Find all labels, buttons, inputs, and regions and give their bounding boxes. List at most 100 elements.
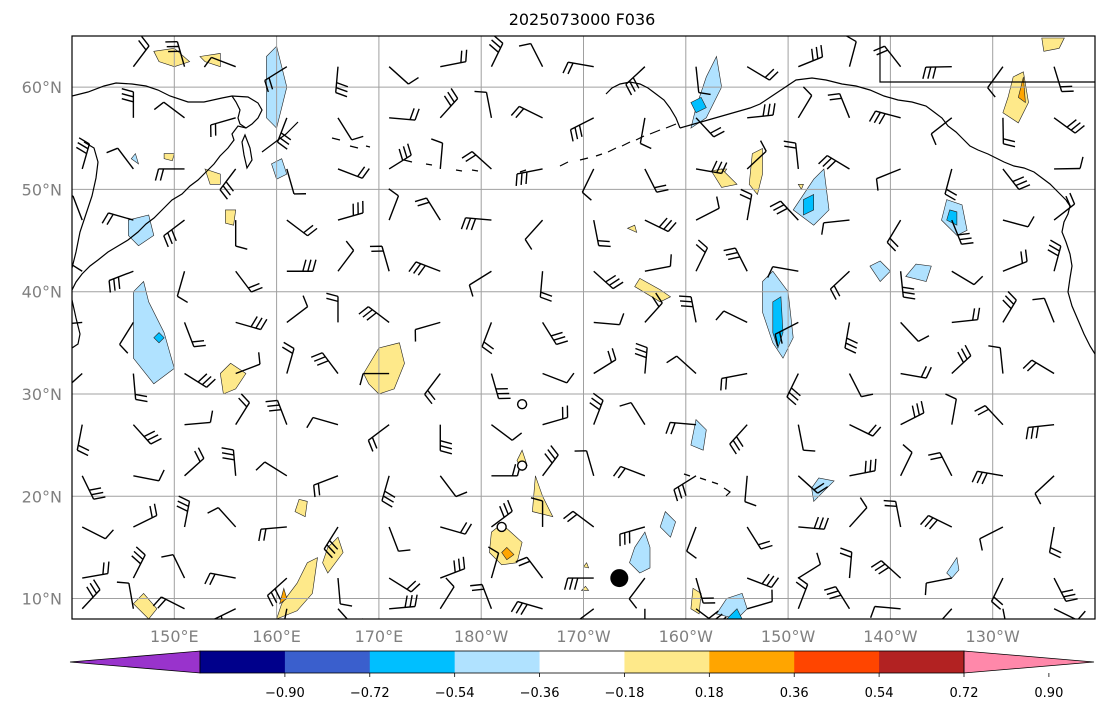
wind-barb bbox=[922, 65, 952, 79]
wind-barb bbox=[381, 475, 396, 508]
contour-region bbox=[690, 418, 707, 451]
wind-barb bbox=[593, 313, 625, 326]
north-america-west-coast bbox=[1061, 199, 1095, 355]
colorbar-tick-label: −0.54 bbox=[435, 686, 475, 701]
wind-barb bbox=[337, 117, 364, 141]
wind-barb bbox=[119, 322, 134, 354]
wind-barb bbox=[203, 56, 236, 68]
wind-barb bbox=[951, 270, 984, 286]
wind-barb bbox=[276, 117, 292, 150]
wind-barb bbox=[1022, 359, 1055, 375]
contour-region bbox=[271, 158, 288, 180]
latitude-label: 40°N bbox=[22, 283, 62, 302]
wind-barb bbox=[81, 526, 114, 540]
border-line bbox=[879, 36, 1095, 83]
wind-barb bbox=[1034, 475, 1055, 505]
wind-barb bbox=[235, 316, 268, 331]
wind-barb bbox=[695, 160, 728, 175]
wind-barb bbox=[72, 264, 83, 272]
wind-barb bbox=[510, 600, 543, 616]
sakhalin-coast bbox=[241, 133, 253, 170]
wind-barb bbox=[795, 576, 809, 610]
japan-south-coast bbox=[72, 299, 81, 349]
wind-barb bbox=[951, 219, 974, 245]
wind-barb bbox=[695, 117, 725, 138]
wind-barb bbox=[470, 583, 493, 610]
wind-barb bbox=[848, 497, 868, 528]
wind-barb bbox=[1047, 239, 1062, 272]
wind-barb bbox=[1002, 216, 1035, 228]
contour-region bbox=[363, 342, 405, 395]
wind-barb bbox=[183, 322, 206, 348]
wind-barb bbox=[219, 168, 237, 200]
wind-barb bbox=[414, 321, 441, 342]
colorbar-tick-label: −0.72 bbox=[350, 686, 390, 701]
wind-barb bbox=[875, 168, 901, 191]
wind-barb bbox=[786, 373, 801, 406]
contour-region bbox=[905, 263, 932, 282]
wind-barb bbox=[886, 219, 902, 252]
wind-barb bbox=[644, 217, 677, 233]
wind-barb bbox=[739, 188, 753, 221]
contour-region bbox=[225, 209, 237, 226]
wind-barb bbox=[1053, 66, 1074, 93]
wind-barb bbox=[510, 105, 543, 119]
asia-coastline bbox=[72, 82, 263, 291]
wind-barb bbox=[335, 66, 349, 98]
wind-barb bbox=[849, 424, 882, 437]
wind-barb bbox=[1025, 423, 1055, 440]
wind-barb bbox=[72, 195, 83, 221]
wind-barb bbox=[184, 410, 214, 426]
wind-barb bbox=[593, 219, 611, 248]
graticule bbox=[72, 36, 1095, 619]
contour-region bbox=[634, 277, 672, 303]
wind-barb bbox=[488, 36, 504, 67]
calm-wind-circle bbox=[516, 460, 528, 471]
wind-barb bbox=[221, 447, 237, 476]
contour-region bbox=[582, 562, 590, 569]
wind-barb bbox=[388, 577, 421, 593]
wind-barb bbox=[108, 270, 134, 293]
wind-barb bbox=[204, 572, 236, 586]
contour-region bbox=[803, 194, 815, 216]
wind-barb bbox=[213, 608, 236, 619]
colorbar-segment bbox=[369, 651, 456, 673]
contour-region bbox=[659, 511, 676, 538]
longitude-label: 150°E bbox=[150, 627, 199, 646]
colorbar-segment bbox=[539, 651, 625, 673]
colorbar-segment bbox=[879, 651, 965, 673]
colorbar-tick-label: −0.36 bbox=[520, 686, 560, 701]
wind-barb bbox=[639, 117, 652, 150]
colorbar-segment bbox=[624, 651, 710, 673]
wind-barb bbox=[746, 526, 773, 550]
wind-barb bbox=[951, 344, 972, 375]
wind-barb bbox=[945, 393, 957, 425]
wind-barb bbox=[797, 86, 813, 119]
wind-barb bbox=[515, 168, 543, 186]
wind-barb bbox=[388, 143, 412, 170]
wind-barb bbox=[75, 137, 91, 170]
wind-barb bbox=[686, 526, 697, 559]
colorbar: −0.90 −0.72 −0.54 −0.36 −0.18 0.18 0.36 0.54 0.7… bbox=[69, 650, 1095, 701]
map-title: 2025073000 F036 bbox=[509, 10, 656, 29]
hawaii-islands bbox=[683, 473, 731, 497]
wind-barb bbox=[306, 416, 339, 429]
wind-barb bbox=[900, 321, 930, 343]
wind-barb bbox=[165, 40, 186, 67]
wind-barb bbox=[769, 200, 799, 221]
wind-barb bbox=[928, 451, 953, 477]
wind-barb bbox=[1054, 156, 1084, 170]
wind-barb bbox=[153, 101, 185, 119]
latitude-labels: 60°N 50°N 40°N 30°N 20°N 10°N bbox=[22, 78, 62, 608]
wind-barb bbox=[439, 424, 453, 455]
wind-barb bbox=[313, 475, 339, 498]
wind-barb bbox=[824, 586, 851, 610]
colorbar-tick-label: 0.18 bbox=[695, 686, 724, 701]
wind-barb bbox=[569, 117, 595, 142]
wind-barb bbox=[1053, 117, 1085, 134]
wind-barb bbox=[990, 577, 1004, 610]
wind-barb bbox=[744, 475, 757, 507]
longitude-label: 130°W bbox=[966, 627, 1021, 646]
wind-barb bbox=[1002, 608, 1006, 619]
colorbar-tick-label: 0.90 bbox=[1034, 686, 1063, 701]
